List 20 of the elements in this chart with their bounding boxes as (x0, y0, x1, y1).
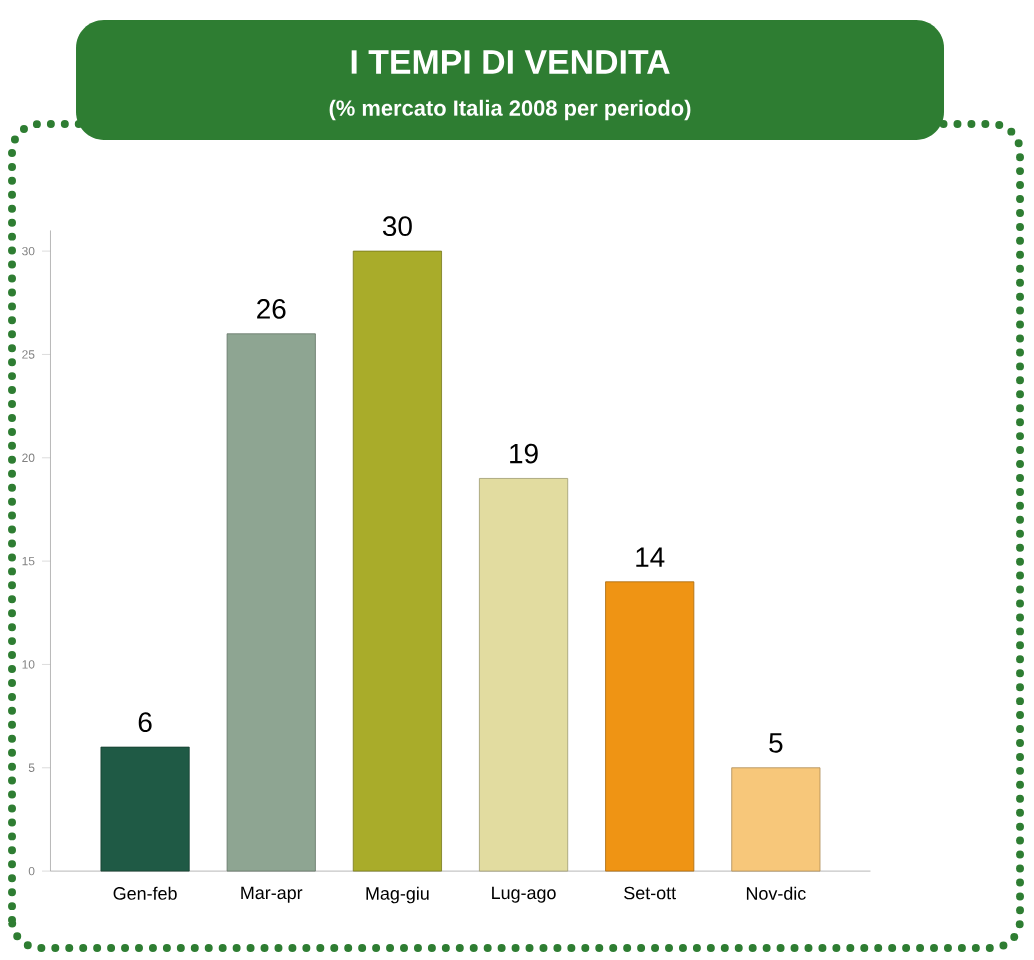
bar (352, 250, 442, 872)
x-tick-label: Mag-giu (366, 886, 429, 904)
bar (226, 333, 316, 872)
x-tick-label: Set-ott (624, 886, 676, 900)
data-label: 14 (636, 547, 665, 567)
data-label: 26 (257, 299, 286, 319)
x-tick-label: Mar-apr (241, 886, 303, 903)
chart-title: I TEMPI DI VENDITA (351, 50, 670, 74)
bar (605, 581, 695, 872)
bar (479, 478, 569, 872)
chart-subtitle: (% mercato Italia 2008 per periodo) (329, 99, 691, 121)
x-tick-label: Gen-feb (113, 886, 177, 900)
data-label: 6 (138, 712, 152, 733)
data-label: 19 (510, 443, 538, 464)
bar (100, 746, 190, 872)
bar (731, 767, 821, 872)
x-tick-label: Lug-ago (492, 886, 556, 903)
data-label: 30 (382, 216, 412, 237)
data-label: 5 (769, 733, 783, 753)
x-tick-label: Nov-dic (746, 886, 806, 900)
